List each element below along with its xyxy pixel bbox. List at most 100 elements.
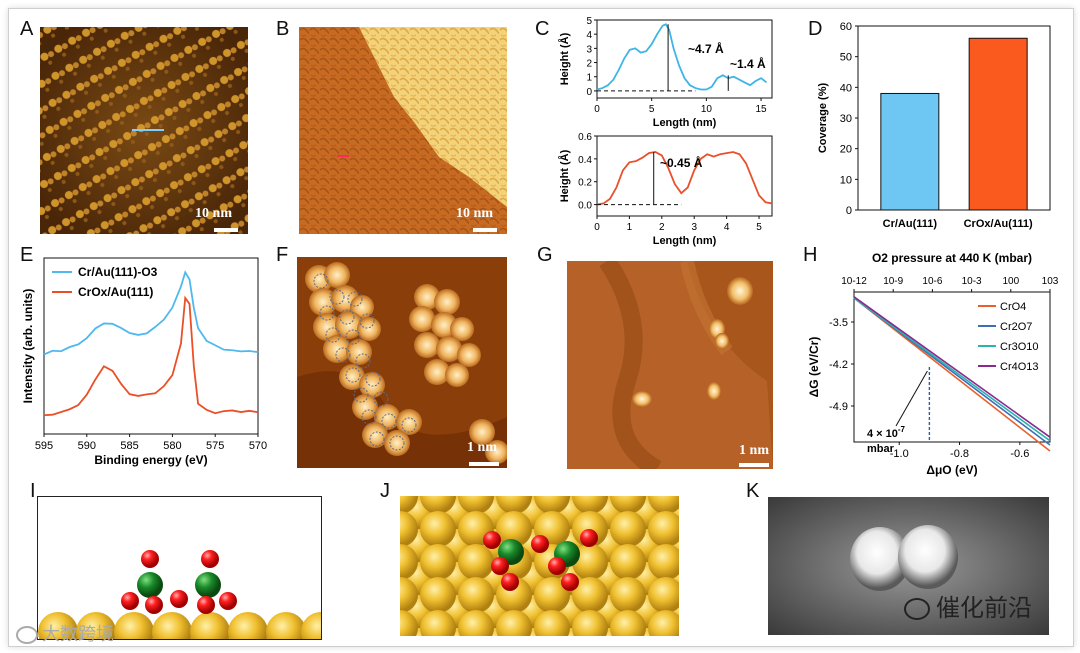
panel-label-h: H (803, 244, 818, 266)
C-bottom-ytick-label: 0.6 (578, 132, 592, 143)
h-annot-unit: mbar (867, 443, 895, 455)
h-xtick-label: -0.8 (950, 448, 969, 460)
h-ytick-label: -4.9 (829, 401, 848, 413)
chart-e: 595 590 585 580 575 570 Cr/Au(111)-O3 CrOx/Au(1… (21, 257, 267, 467)
e-xlabel: Binding energy (eV) (94, 453, 207, 467)
e-xtick-label: 590 (78, 440, 96, 452)
stm-image-f: 1 nm (297, 257, 507, 468)
d-ytick-label: 50 (840, 52, 852, 64)
h-legend-label-0: CrO4 (1000, 301, 1026, 313)
d-category-1: CrOx/Au(111) (964, 218, 1033, 230)
h-legend-label-3: Cr4O13 (1000, 361, 1039, 373)
watermark-right-text: 催化前沿 (936, 594, 1032, 622)
C-bottom-xlabel: Length (nm) (653, 235, 717, 247)
stm-image-a: 10 nm (40, 27, 248, 234)
panel-label-f: F (276, 244, 289, 266)
C-top-ytick-label: 5 (586, 16, 592, 27)
C-top-ytick-label: 3 (586, 44, 592, 55)
c-bottom-annot: ~0.45 Å (660, 155, 703, 170)
panel-label-j: J (380, 480, 390, 502)
h-annot-arrow (895, 370, 928, 427)
stm-image-g: 1 nm (567, 261, 773, 469)
d-bar-1 (968, 37, 1028, 211)
panel-label-e: E (20, 244, 34, 266)
e-xtick-label: 585 (120, 440, 138, 452)
h-ytick-label: -4.2 (829, 359, 848, 371)
chart-h: O2 pressure at 440 K (mbar) 10-12 10-9 10-6… (807, 251, 1059, 477)
d-axes: 0 10 20 30 40 50 60 Cr/Au(111) CrOx/Au(111) Cover… (817, 21, 1051, 230)
C-bottom-ytick-label: 0.4 (578, 155, 592, 166)
C-top-xtick-label: 10 (701, 104, 713, 115)
scale-bar-b (473, 228, 497, 232)
C-bottom-ylabel: Height (Å) (558, 149, 571, 202)
h-xlabel: ΔμO (eV) (926, 463, 977, 477)
d-ytick-label: 0 (846, 205, 852, 217)
C-top-ylabel: Height (Å) (558, 32, 571, 85)
h-top-tick-label: 100 (1002, 276, 1019, 287)
C-bottom-series-0 (596, 151, 773, 206)
watermark-left-text: 大数跨境 (42, 624, 114, 645)
panel-label-a: A (20, 18, 34, 40)
h-annot-value: 4 × 10-7 (867, 425, 906, 440)
model-image-j (400, 496, 679, 636)
h-legend-label-2: Cr3O10 (1000, 341, 1039, 353)
c-top-annot1: ~4.7 Å (688, 41, 724, 56)
panel-label-b: B (276, 18, 290, 40)
C-top-xtick-label: 0 (594, 104, 600, 115)
panel-label-c: C (535, 18, 550, 40)
C-top-series-0 (596, 23, 768, 91)
scale-bar-a (214, 228, 238, 232)
C-top-ytick-label: 0 (586, 87, 592, 98)
C-bottom-xtick-label: 3 (691, 222, 697, 233)
C-bottom-ytick-label: 0.2 (578, 178, 592, 189)
h-top-tick-label: 103 (1042, 276, 1059, 287)
e-legend-label-1: CrOx/Au(111) (78, 285, 153, 299)
C-bottom-xtick-label: 0 (594, 222, 600, 233)
C-bottom-xtick-label: 5 (756, 222, 762, 233)
e-xtick-label: 595 (35, 440, 53, 452)
d-ytick-label: 10 (840, 174, 852, 186)
e-xtick-label: 575 (206, 440, 224, 452)
wechat-icon (904, 598, 930, 620)
C-top-xtick-label: 5 (649, 104, 655, 115)
panel-label-g: G (537, 244, 553, 266)
c-top-axes: 0 5 10 15 0 1 2 3 4 5 Length (nm) Height (Å) (558, 16, 773, 129)
h-top-tick-label: 10-6 (922, 276, 942, 287)
panel-label-d: D (808, 18, 823, 40)
h-top-tick-label: 10-12 (841, 276, 867, 287)
e-axes: 595 590 585 580 575 570 Cr/Au(111)-O3 CrOx/Au(1… (21, 257, 267, 467)
h-frame (853, 291, 1051, 443)
h-legend-label-1: Cr2O7 (1000, 321, 1032, 333)
C-bottom-xtick-label: 4 (724, 222, 730, 233)
h-top-tick-label: 10-9 (883, 276, 903, 287)
h-axes: O2 pressure at 440 K (mbar) 10-12 10-9 10-6… (807, 251, 1059, 477)
h-series-3 (853, 296, 1051, 438)
C-bottom-ytick-label: 0.0 (578, 201, 592, 212)
C-top-frame (596, 19, 773, 99)
d-ytick-label: 30 (840, 113, 852, 125)
scale-label-b: 10 nm (456, 206, 493, 221)
e-xtick-label: 580 (163, 440, 181, 452)
c-bot-axes: 0 1 2 3 4 5 0.0 0.2 0.4 0.6 Length (nm) Height (Å) (558, 132, 773, 247)
scale-label-g: 1 nm (739, 443, 769, 458)
C-top-xlabel: Length (nm) (653, 117, 717, 129)
c-top-annot2: ~1.4 Å (730, 56, 766, 71)
watermark-right: 催化前沿 (904, 588, 1032, 623)
h-title: O2 pressure at 440 K (mbar) (872, 251, 1032, 265)
chart-c: 0 5 10 15 0 1 2 3 4 5 Length (nm) Height (Å) 0 1 2 3 4 5… (558, 16, 773, 247)
h-xtick-label: -0.6 (1010, 448, 1029, 460)
h-ylabel: ΔG (eV/Cr) (807, 337, 821, 398)
C-top-ytick-label: 1 (586, 73, 592, 84)
e-xtick-label: 570 (249, 440, 267, 452)
scale-label-f: 1 nm (467, 440, 497, 455)
scale-bar-g (739, 463, 769, 467)
e-frame (43, 257, 259, 435)
h-ytick-label: -3.5 (829, 317, 848, 329)
panel-label-k: K (746, 480, 760, 502)
scale-bar-f (469, 462, 499, 466)
d-ytick-label: 60 (840, 21, 852, 33)
C-bottom-xtick-label: 1 (627, 222, 633, 233)
e-ylabel: Intensity (arb. units) (21, 289, 35, 404)
d-category-0: Cr/Au(111) (883, 218, 938, 230)
C-top-ytick-label: 4 (586, 30, 592, 41)
